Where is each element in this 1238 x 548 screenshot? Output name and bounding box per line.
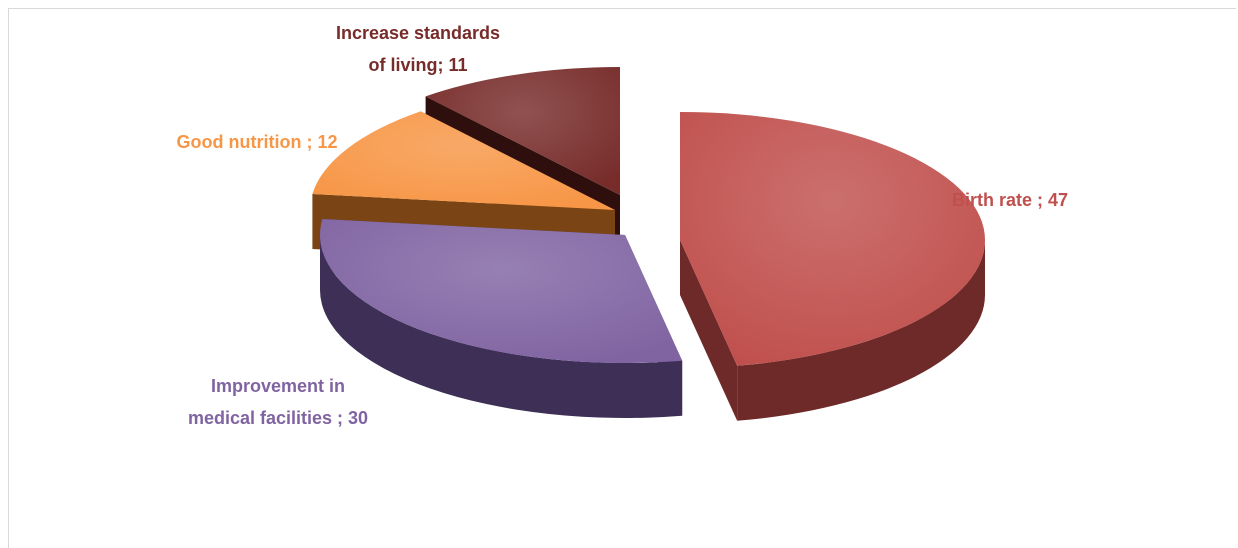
- slice-side-face: [680, 240, 738, 421]
- slice-sheen: [312, 111, 615, 210]
- data-label-increase-standards-of-living: Increase standards of living; 11: [336, 23, 500, 75]
- data-label-improvement-in-medical-facilities: Improvement in medical facilities ; 30: [188, 376, 368, 428]
- slice-sheen: [425, 67, 620, 195]
- data-label-birth-rate: Birth rate ; 47: [952, 190, 1068, 210]
- pie-slice-improvement-in-medical-facilities: [319, 218, 683, 418]
- slice-outer-wall: [320, 235, 683, 418]
- slice-sheen: [680, 112, 985, 366]
- data-label-good-nutrition: Good nutrition ; 12: [177, 132, 338, 152]
- pie-slice-birth-rate: [680, 112, 985, 421]
- slice-outer-wall: [737, 240, 985, 421]
- slice-sheen: [319, 218, 683, 363]
